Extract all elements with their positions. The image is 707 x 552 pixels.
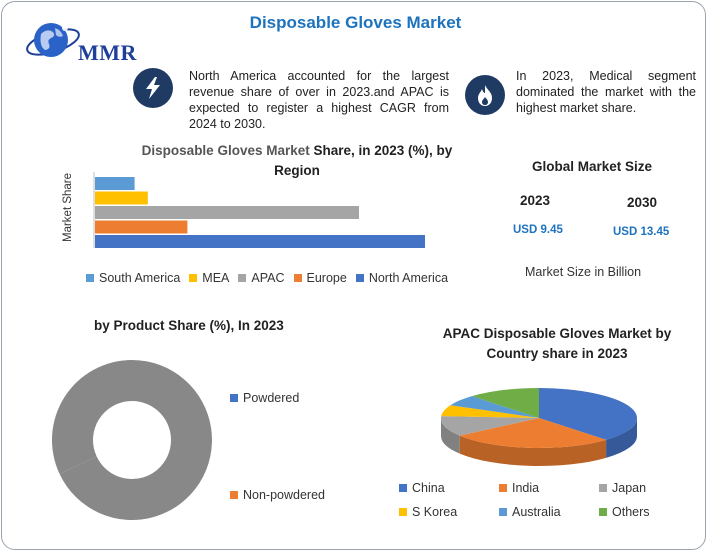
legend-label: North America — [368, 271, 449, 285]
bar-chart-title-part1: Disposable Gloves Market — [141, 143, 310, 158]
pie-side-china — [606, 418, 637, 458]
legend-label: India — [512, 481, 540, 495]
pie-slice-australia — [450, 396, 539, 418]
pie-legend-item-india: India — [499, 481, 599, 495]
legend-label: Europe — [306, 271, 347, 285]
bar-chart-title: Disposable Gloves Market Share, in 2023 … — [117, 141, 477, 181]
globe-logo-icon — [26, 23, 80, 57]
insight-note-segment: In 2023, Medical segment dominated the m… — [516, 69, 696, 115]
legend-swatch — [293, 274, 302, 282]
legend-swatch — [230, 491, 238, 499]
pie-legend-item-japan: Japan — [599, 481, 689, 495]
bar-legend-item-south-america: South America — [86, 271, 180, 285]
bar-south-america — [95, 177, 135, 190]
pie-legend-item-china: China — [399, 481, 499, 495]
legend-label: South America — [99, 271, 181, 285]
pie-legend-item-australia: Australia — [499, 505, 599, 519]
legend-swatch — [599, 484, 607, 492]
market-size-year-2023: 2023 — [520, 193, 551, 208]
pie-legend-item-s-korea: S Korea — [399, 505, 499, 519]
bar-legend-item-mea: MEA — [189, 271, 229, 285]
donut-slice-non-powdered — [52, 360, 133, 475]
legend-swatch — [499, 508, 507, 516]
market-size-year-2030: 2030 — [627, 195, 658, 210]
legend-swatch — [399, 484, 407, 492]
legend-swatch — [189, 274, 198, 282]
bar-europe — [95, 220, 188, 234]
bar-chart-title-part3: Region — [274, 163, 320, 178]
legend-swatch — [86, 274, 94, 282]
legend-label: Australia — [512, 505, 561, 519]
legend-swatch — [499, 484, 507, 492]
pie-chart-legend: China India Japan S Korea Australia Others — [399, 481, 689, 519]
legend-label: Powdered — [243, 391, 300, 405]
market-size-value-2030: USD 13.45 — [613, 226, 670, 238]
product-donut-chart — [52, 360, 213, 520]
apac-country-pie-chart — [441, 388, 637, 466]
insight-note-region: North America accounted for the largest … — [189, 69, 449, 131]
pie-slice-japan — [441, 416, 539, 436]
legend-swatch — [230, 394, 238, 402]
legend-swatch — [238, 274, 247, 282]
pie-chart-title: APAC Disposable Gloves Market by Country… — [442, 326, 672, 361]
donut-slice-powdered — [59, 360, 213, 520]
legend-label: MEA — [202, 271, 230, 285]
donut-chart-title: by Product Share (%), In 2023 — [94, 318, 284, 333]
bar-chart-title-part2: Share, in 2023 (%), by — [309, 143, 453, 158]
pie-slice-india — [459, 418, 607, 448]
bar-legend-item-north-america: North America — [355, 271, 449, 285]
bar-legend-item-apac: APAC — [238, 271, 285, 285]
pie-slice-others — [471, 388, 539, 418]
market-size-title: Global Market Size — [531, 159, 653, 174]
pie-slice-s-korea — [441, 405, 539, 418]
pie-side-japan — [441, 418, 460, 454]
page-title: Disposable Gloves Market — [249, 13, 462, 32]
flame-icon — [465, 75, 505, 115]
legend-swatch — [355, 274, 364, 282]
pie-side-india — [459, 435, 607, 466]
lightning-icon — [133, 68, 173, 108]
legend-label: China — [412, 481, 445, 495]
market-size-value-2023: USD 9.45 — [513, 224, 563, 236]
bar-apac — [95, 206, 359, 219]
bar-mea — [95, 191, 148, 205]
donut-legend-powdered: Powdered — [230, 391, 299, 405]
pie-legend-item-others: Others — [599, 505, 689, 519]
bar-legend-item-europe: Europe — [293, 271, 347, 285]
bar-north-america — [95, 235, 425, 248]
region-bar-chart — [93, 172, 425, 248]
legend-label: S Korea — [412, 505, 458, 519]
legend-swatch — [599, 508, 607, 516]
logo-text: MMR — [78, 40, 137, 65]
market-size-unit-label: Market Size in Billion — [525, 265, 642, 279]
donut-legend-non-powdered: Non-powdered — [230, 488, 325, 502]
legend-swatch — [399, 508, 407, 516]
legend-label: APAC — [251, 271, 285, 285]
legend-label: Others — [612, 505, 650, 519]
legend-label: Non-powdered — [243, 488, 325, 502]
legend-label: Japan — [612, 481, 647, 495]
bar-chart-legend: South America MEA APAC Europe North America — [86, 271, 457, 285]
pie-slice-china — [539, 388, 637, 440]
